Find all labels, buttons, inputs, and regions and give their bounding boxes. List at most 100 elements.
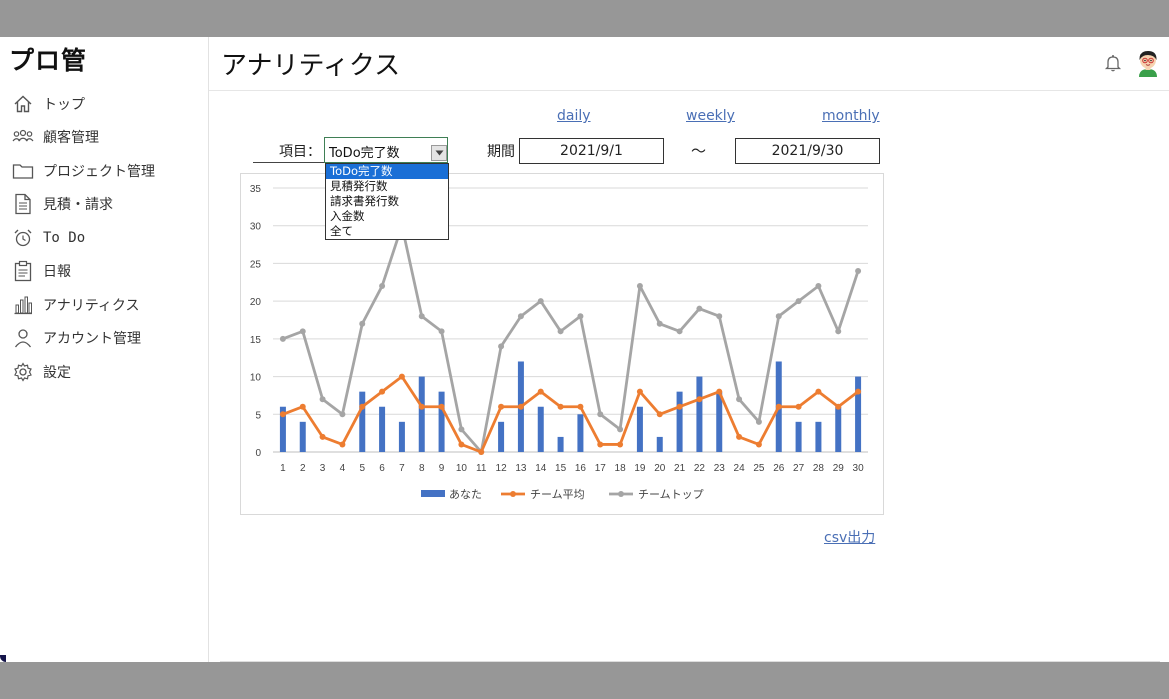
dropdown-arrow-icon[interactable] — [431, 145, 447, 161]
sidebar-item-account[interactable]: アカウント管理 — [0, 322, 208, 356]
x-tick-label: 30 — [853, 463, 865, 474]
bell-icon[interactable] — [1103, 53, 1123, 77]
bar-you — [636, 406, 643, 452]
bar-you — [656, 436, 663, 452]
x-tick-label: 4 — [340, 463, 346, 474]
csv-export-link[interactable]: csv出力 — [824, 530, 876, 546]
sidebar-item-label: アカウント管理 — [43, 331, 141, 348]
end-date-input[interactable]: 2021/9/30 — [735, 138, 880, 164]
alarm-clock-icon — [12, 227, 34, 249]
series-line-team-top — [282, 224, 860, 454]
sidebar-item-label: プロジェクト管理 — [43, 163, 155, 180]
dropdown-option[interactable]: 全て — [330, 224, 353, 238]
sidebar-item-todo[interactable]: To Do — [0, 221, 208, 255]
legend-swatch-you — [421, 490, 445, 497]
x-tick-label: 21 — [674, 463, 686, 474]
bar-you — [815, 421, 822, 452]
app-window: プロ管 トップ 顧客管理 プロジェクト管理 — [0, 37, 1169, 662]
point-team-avg — [716, 388, 723, 395]
sidebar-item-analytics[interactable]: アナリティクス — [0, 288, 208, 322]
monthly-link[interactable]: monthly — [822, 108, 880, 124]
dropdown-option[interactable]: 入金数 — [330, 209, 365, 223]
point-team-avg — [557, 403, 564, 410]
x-tick-label: 17 — [595, 463, 607, 474]
point-team-top — [577, 313, 584, 320]
period-label: 期間 — [487, 144, 515, 160]
point-team-avg — [359, 403, 366, 410]
bar-you — [696, 376, 703, 452]
x-tick-label: 20 — [654, 463, 666, 474]
sidebar-item-estimates[interactable]: 見積・請求 — [0, 188, 208, 222]
y-tick-label: 0 — [255, 448, 261, 459]
x-tick-label: 23 — [714, 463, 726, 474]
sidebar-item-label: To Do — [43, 229, 86, 246]
x-tick-label: 15 — [555, 463, 567, 474]
point-team-top — [557, 328, 564, 335]
folder-icon — [12, 160, 34, 182]
x-tick-label: 26 — [773, 463, 785, 474]
sidebar-nav: トップ 顧客管理 プロジェクト管理 見積・請求 — [0, 87, 208, 389]
document-icon — [12, 193, 34, 215]
point-team-top — [319, 396, 326, 403]
item-dropdown-list: ToDo完了数 見積発行数 請求書発行数 入金数 全て — [325, 163, 449, 240]
point-team-avg — [676, 403, 683, 410]
item-select[interactable]: ToDo完了数 — [324, 137, 448, 163]
start-date-input[interactable]: 2021/9/1 — [519, 138, 664, 164]
x-tick-label: 13 — [515, 463, 527, 474]
bar-you — [537, 406, 544, 452]
point-team-top — [835, 328, 842, 335]
bar-you — [557, 436, 564, 452]
sidebar-item-settings[interactable]: 設定 — [0, 355, 208, 389]
x-tick-label: 1 — [280, 463, 286, 474]
sidebar-item-label: アナリティクス — [43, 297, 140, 314]
point-team-top — [359, 320, 366, 327]
clipboard-icon — [12, 260, 34, 282]
daily-link[interactable]: daily — [557, 108, 591, 124]
sidebar-item-daily-report[interactable]: 日報 — [0, 255, 208, 289]
sidebar-item-label: 設定 — [43, 364, 71, 381]
point-team-avg — [636, 388, 643, 395]
dropdown-option[interactable]: 見積発行数 — [330, 179, 388, 193]
weekly-link[interactable]: weekly — [686, 108, 735, 124]
y-tick-label: 10 — [250, 373, 262, 384]
point-team-avg — [498, 403, 505, 410]
point-team-top — [815, 283, 822, 290]
point-team-avg — [279, 411, 286, 418]
page-header: アナリティクス — [209, 37, 1169, 91]
bar-you — [379, 406, 386, 452]
bar-you — [716, 391, 723, 452]
point-team-avg — [855, 388, 862, 395]
x-tick-label: 10 — [456, 463, 468, 474]
x-tick-label: 29 — [833, 463, 845, 474]
dropdown-option[interactable]: 請求書発行数 — [330, 194, 399, 208]
sidebar-item-label: 日報 — [43, 264, 71, 281]
x-tick-label: 8 — [419, 463, 425, 474]
series-line-team-avg — [282, 375, 859, 454]
sidebar-item-top[interactable]: トップ — [0, 87, 208, 121]
point-team-top — [537, 298, 544, 305]
x-tick-label: 24 — [734, 463, 746, 474]
bar-you — [279, 406, 286, 452]
point-team-avg — [478, 449, 485, 455]
x-tick-label: 9 — [439, 463, 445, 474]
dropdown-option[interactable]: ToDo完了数 — [326, 164, 448, 179]
bar-you — [418, 376, 425, 452]
x-tick-label: 5 — [359, 463, 365, 474]
bar-you — [498, 421, 505, 452]
y-tick-label: 30 — [250, 222, 262, 233]
point-team-avg — [339, 441, 346, 448]
bar-you — [795, 421, 802, 452]
gear-icon — [12, 361, 34, 383]
sidebar-item-projects[interactable]: プロジェクト管理 — [0, 154, 208, 188]
sidebar-item-label: 見積・請求 — [43, 197, 113, 214]
point-team-top — [636, 283, 643, 290]
x-tick-label: 25 — [753, 463, 765, 474]
y-tick-label: 35 — [250, 184, 262, 195]
bar-you — [398, 421, 405, 452]
sidebar-item-customers[interactable]: 顧客管理 — [0, 121, 208, 155]
avatar[interactable] — [1135, 48, 1161, 82]
x-tick-label: 11 — [476, 463, 487, 474]
point-team-top — [498, 343, 505, 350]
point-team-top — [418, 313, 425, 320]
point-team-avg — [696, 396, 703, 403]
